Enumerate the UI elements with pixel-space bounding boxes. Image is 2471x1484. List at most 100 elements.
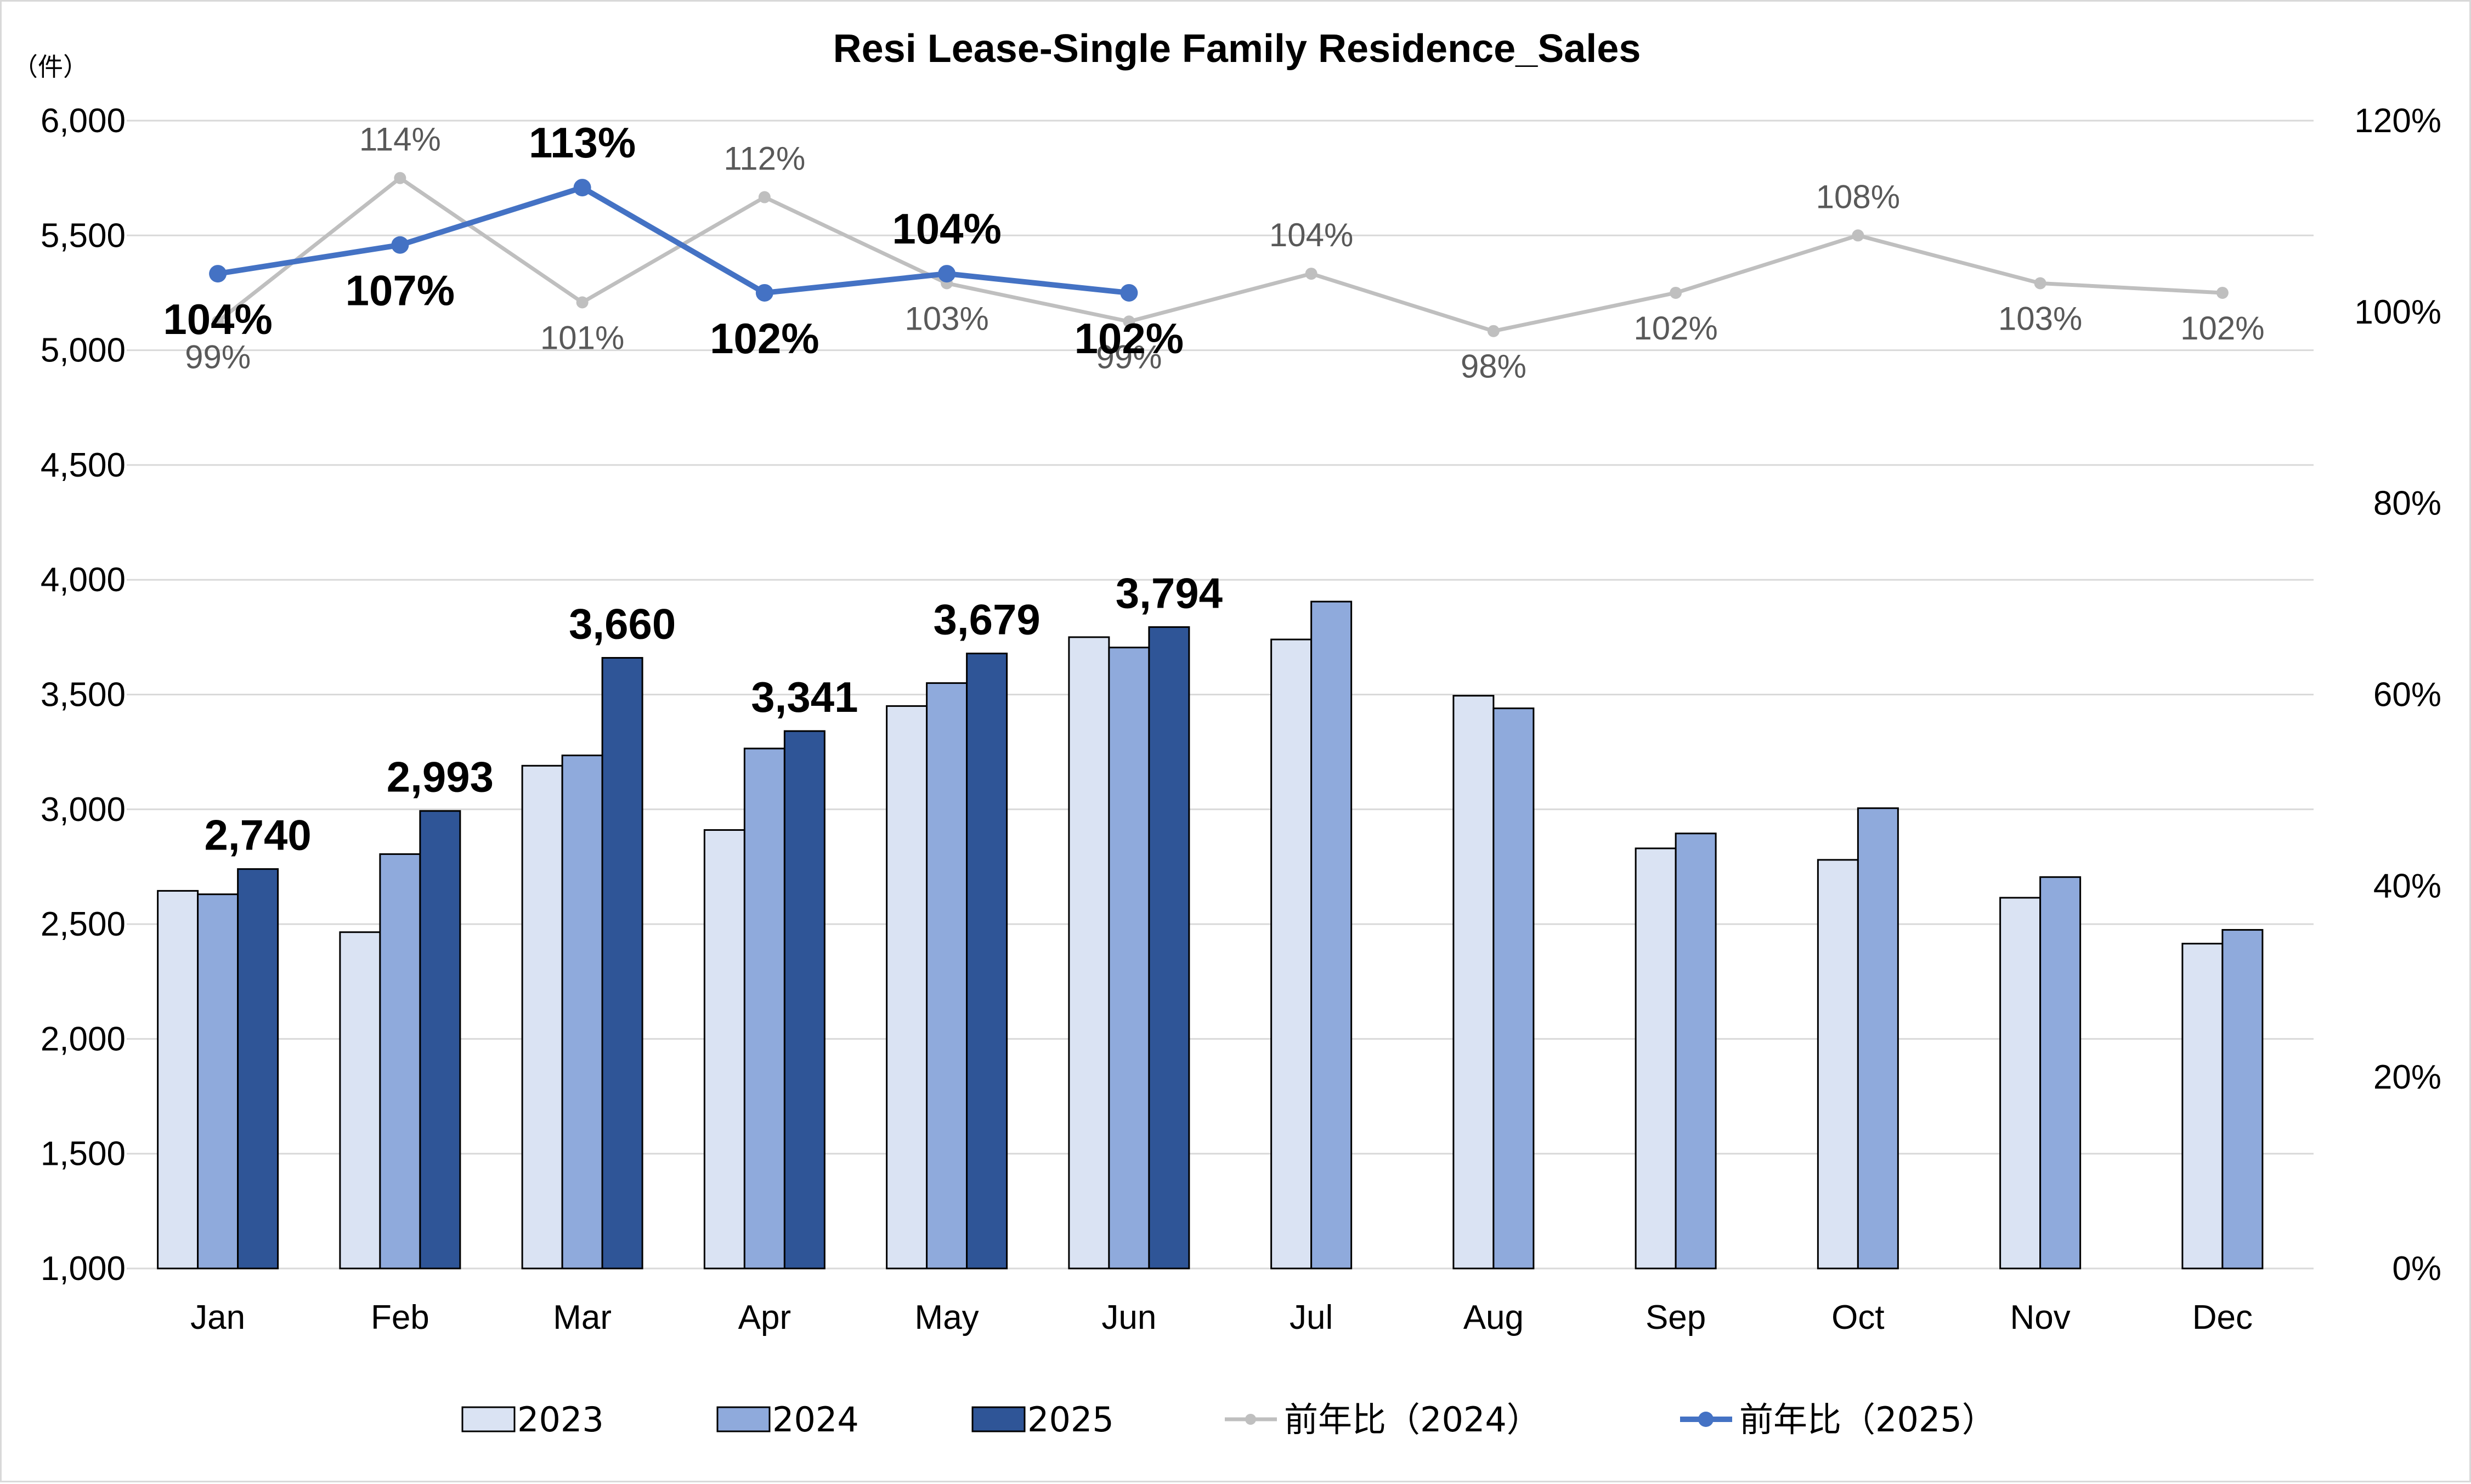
bar-2024-Jul — [1310, 601, 1353, 1270]
line-point-前年比（2025） — [209, 265, 227, 283]
y-tick-label: 4,500 — [41, 446, 126, 484]
line-point-前年比（2024） — [1123, 315, 1135, 328]
bar-2024-May — [926, 682, 968, 1270]
line-前年比（2025） — [217, 184, 1129, 296]
y-tick-label: 1,500 — [41, 1135, 126, 1173]
legend-swatch-2024 — [716, 1406, 771, 1432]
line-value-label: 104% — [163, 295, 273, 343]
line-point-前年比（2024） — [576, 296, 589, 309]
line-point-前年比（2024） — [1670, 286, 1682, 299]
y-tick-label: 1,000 — [41, 1250, 126, 1288]
line-point-前年比（2025） — [391, 236, 409, 254]
bar-value-label: 2,993 — [387, 753, 494, 801]
bar-2024-Sep — [1675, 832, 1717, 1270]
y2-tick-label: 20% — [2373, 1058, 2441, 1096]
y-tick-label: 2,000 — [41, 1020, 126, 1058]
line-value-label: 113% — [529, 118, 636, 167]
line-value-label: 99% — [1096, 338, 1162, 375]
line-value-label: 102% — [1075, 314, 1184, 362]
y2-tick-label: 100% — [2354, 293, 2441, 331]
bar-value-label: 3,660 — [569, 600, 676, 648]
line-前年比（2024） — [216, 175, 2223, 333]
gridlines — [127, 120, 2314, 1270]
line-value-label: 101% — [540, 319, 624, 356]
bar-2025-Jan — [237, 868, 279, 1270]
line-point-前年比（2024） — [758, 191, 771, 203]
legend-label: 2025 — [1027, 1400, 1114, 1440]
x-category-label: Apr — [738, 1299, 791, 1336]
bar-2024-Dec — [2221, 929, 2264, 1270]
bar-2023-Oct — [1817, 859, 1859, 1270]
bar-2023-Aug — [1452, 695, 1495, 1270]
data-labels: 2,740 2,993 3,660 3,341 3,679 3,794 99% 114% 101… — [163, 118, 2264, 859]
bar-2024-Jun — [1108, 647, 1150, 1270]
line-value-label: 103% — [1998, 301, 2082, 337]
y-tick-label: 5,000 — [41, 332, 126, 370]
bar-2023-Jul — [1270, 638, 1313, 1270]
legend-label: 2023 — [517, 1400, 604, 1440]
x-axis-categories: Jan Feb Mar Apr May Jun Jul Aug Sep Oct Nov Dec — [190, 1299, 2253, 1336]
legend-label: 前年比（2025） — [1739, 1400, 1996, 1440]
x-category-label: Jul — [1290, 1299, 1333, 1336]
y-tick-label: 3,500 — [41, 676, 126, 714]
line-value-label: 102% — [710, 314, 819, 362]
line-value-label: 108% — [1816, 178, 1900, 215]
bar-2025-Jun — [1148, 626, 1190, 1270]
ratio-lines — [209, 172, 2229, 337]
y-axis-unit-label: （件） — [13, 52, 88, 82]
line-point-前年比（2024） — [394, 172, 406, 184]
y2-tick-label: 40% — [2373, 867, 2441, 905]
x-category-label: Sep — [1646, 1299, 1706, 1336]
line-point-前年比（2024） — [2034, 277, 2046, 290]
bar-2025-Apr — [783, 730, 825, 1270]
y2-tick-label: 0% — [2392, 1250, 2441, 1288]
x-category-label: Mar — [553, 1299, 612, 1336]
bar-2024-Aug — [1492, 707, 1535, 1270]
chart-title: Resi Lease-Single Family Residence_Sales — [833, 27, 1641, 71]
x-category-label: Jan — [190, 1299, 245, 1336]
bar-value-label: 3,341 — [751, 673, 858, 721]
line-point-前年比（2024） — [212, 315, 224, 328]
line-value-label: 104% — [1269, 217, 1353, 253]
x-category-label: Nov — [2010, 1299, 2070, 1336]
bar-2023-Jan — [157, 890, 199, 1270]
legend-label: 2024 — [772, 1400, 859, 1440]
x-category-label: May — [915, 1299, 979, 1336]
bar-2025-Mar — [601, 657, 643, 1270]
legend-swatch-2025 — [971, 1406, 1026, 1432]
y2-axis-ticks: 0% 20% 40% 60% 80% 100% 120% — [2354, 102, 2441, 1288]
bar-2023-Mar — [521, 764, 563, 1270]
line-value-label: 102% — [1633, 310, 1717, 347]
y-tick-label: 5,500 — [41, 217, 126, 254]
bar-2025-May — [966, 653, 1008, 1270]
bar-2024-Nov — [2039, 876, 2082, 1270]
line-point-前年比（2025） — [573, 179, 591, 197]
bar-2023-Sep — [1635, 847, 1677, 1270]
line-value-label: 102% — [2180, 310, 2264, 347]
line-value-label: 98% — [1461, 348, 1526, 385]
bar-2023-Nov — [1999, 897, 2042, 1270]
legend: 2023 2024 2025 前年比（2024） 前年比（2025） — [461, 1400, 1996, 1440]
y2-tick-label: 60% — [2373, 676, 2441, 714]
bar-2025-Feb — [419, 810, 461, 1270]
legend-label: 前年比（2024） — [1284, 1400, 1541, 1440]
legend-swatch-2023 — [461, 1406, 516, 1432]
line-point-前年比（2024） — [1852, 229, 1864, 242]
line-point-前年比（2024） — [2216, 286, 2229, 299]
bar-2024-Jan — [197, 893, 239, 1270]
bar-2024-Feb — [379, 853, 421, 1270]
line-point-前年比（2024） — [1305, 268, 1318, 280]
x-category-label: Jun — [1101, 1299, 1156, 1336]
bar-value-label: 2,740 — [205, 811, 312, 859]
line-point-前年比（2025） — [938, 265, 956, 283]
x-category-label: Dec — [2192, 1299, 2253, 1336]
y-axis-ticks: 1,000 1,500 2,000 2,500 3,000 3,500 4,000 4,500… — [41, 102, 126, 1288]
legend-marker-前年比（2025） — [1698, 1412, 1714, 1427]
bars — [157, 601, 2264, 1270]
bar-2023-Jun — [1068, 636, 1110, 1270]
bar-2023-Dec — [2181, 943, 2224, 1270]
y2-tick-label: 120% — [2354, 102, 2441, 140]
line-value-label: 104% — [892, 205, 1002, 253]
line-point-前年比（2024） — [1487, 325, 1500, 337]
